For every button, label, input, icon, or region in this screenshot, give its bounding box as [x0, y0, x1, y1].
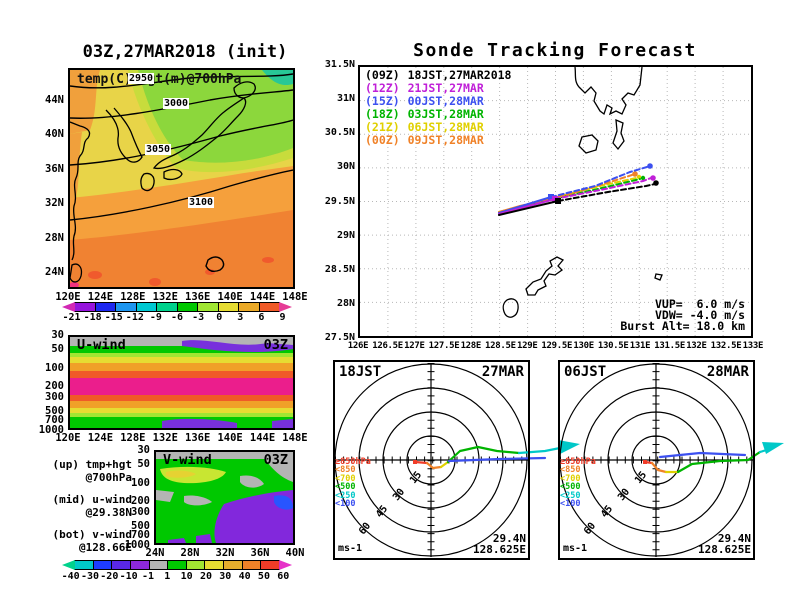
sonde-x-axis: 126E 126.5E 127E 127.5E 128E 128.5E 129E 129.5E… — [347, 341, 764, 351]
uwind-y-axis: 30 50 100 200 300 500 700 1000 — [38, 329, 64, 436]
contour-label-3100: 3100 — [188, 197, 215, 208]
hodo-unit: ms-1 — [563, 543, 588, 554]
height-contours — [70, 73, 293, 273]
hodo-time: 06JST — [564, 364, 607, 380]
temp-map-title: 03Z,27MAR2018 (init) — [82, 42, 288, 62]
hodo-trace — [643, 442, 784, 474]
sonde-map — [360, 67, 751, 336]
vwind-field — [156, 452, 293, 543]
hodo-legend: ≥850hPa <850 <700 <500 <250 <100 — [335, 457, 371, 510]
hodo-location: 29.4N 128.625E — [473, 532, 526, 556]
coastlines — [70, 81, 256, 283]
hodo-location: 29.4N 128.625E — [698, 532, 751, 556]
sonde-map-plot: (09Z) 18JST,27MAR2018 (12Z) 21JST,27MAR (1… — [358, 65, 753, 338]
contour-label-2950: 2950 — [128, 73, 155, 84]
hodograph-06jst: 06JST 28MAR ≥850hPa <850 <700 <500 <250 <100 … — [558, 360, 784, 560]
hodograph-18jst: 18JST 27MAR ≥850hPa <850 <700 <500 <250 <100 … — [333, 360, 580, 560]
vwind-x-axis: 24N 28N 32N 36N 40N — [145, 547, 305, 559]
vwind-time: 03Z — [263, 452, 288, 468]
sonde-legend: (09Z) 18JST,27MAR2018 (12Z) 21JST,27MAR (1… — [365, 68, 512, 147]
hodo-date: 28MAR — [706, 364, 749, 380]
sonde-info: VUP= 6.0 m/s VDW= -4.0 m/s Burst Alt= 18.0… — [620, 297, 745, 333]
sonde-y-axis: 31.5N 31N 30.5N 30N 29.5N 29N 28.5N 28N 27.5N — [324, 59, 355, 343]
sonde-title: Sonde Tracking Forecast — [413, 40, 697, 61]
vwind-y-axis: 30 50 100 200 300 500 700 1000 — [124, 444, 150, 551]
temp-colorbar-labels: -21 -18 -15 -12 -9 -6 -3 0 3 6 9 — [62, 312, 286, 323]
temp-colorbar — [62, 302, 292, 312]
hodo-legend: ≥850hPa <850 <700 <500 <250 <100 — [560, 457, 596, 510]
temp-map-x-axis: 120E 124E 128E 132E 136E 140E 144E 148E — [55, 291, 308, 303]
hodo-unit: ms-1 — [338, 543, 363, 554]
hodograph-plot — [559, 363, 784, 557]
uwind-field — [70, 337, 293, 428]
temp-map-y-axis: 44N 40N 36N 32N 28N 24N — [45, 94, 64, 278]
contour-label-3050: 3050 — [145, 144, 172, 155]
uwind-title: U-wind — [77, 337, 126, 353]
vwind-title: V-wind — [163, 452, 212, 468]
contour-label-3000: 3000 — [163, 98, 190, 109]
uwind-x-axis: 120E 124E 128E 132E 136E 140E 144E 148E — [55, 432, 308, 444]
temp-map-plot: temp(C)+hgt(m)@700hPa 2950 3000 3050 310… — [68, 68, 295, 289]
vwind-side-labels: (up) tmp+hgt @700hPa (mid) u-wind @29.38… — [52, 458, 132, 554]
hodograph-plot — [334, 363, 580, 557]
uwind-time: 03Z — [263, 337, 288, 353]
field-label: temp(C)+hgt(m)@700hPa — [77, 72, 242, 87]
uwind-plot: U-wind 03Z — [68, 335, 295, 430]
hodo-date: 27MAR — [481, 364, 524, 380]
vwind-colorbar-labels: -40 -30 -20 -10 -1 1 10 20 30 40 50 60 — [61, 571, 290, 582]
vwind-colorbar — [62, 560, 293, 570]
vwind-plot: V-wind 03Z — [154, 450, 295, 545]
sonde-islands — [502, 67, 663, 318]
hodo-time: 18JST — [339, 364, 382, 380]
hodo-trace — [413, 440, 580, 470]
sonde-trajectories — [498, 163, 659, 216]
